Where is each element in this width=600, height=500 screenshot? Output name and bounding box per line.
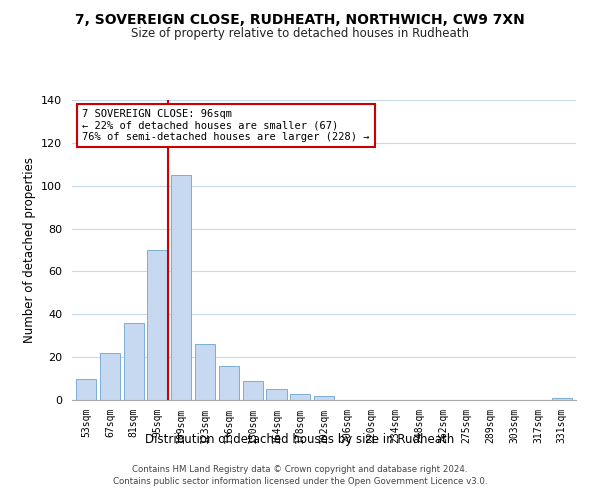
Bar bbox=[219, 366, 239, 400]
Text: Distribution of detached houses by size in Rudheath: Distribution of detached houses by size … bbox=[145, 432, 455, 446]
Bar bbox=[76, 378, 97, 400]
Bar bbox=[100, 353, 120, 400]
Bar bbox=[242, 380, 263, 400]
Bar bbox=[266, 390, 287, 400]
Bar bbox=[148, 250, 167, 400]
Bar bbox=[290, 394, 310, 400]
Bar bbox=[314, 396, 334, 400]
Bar bbox=[551, 398, 572, 400]
Bar bbox=[171, 175, 191, 400]
Text: 7, SOVEREIGN CLOSE, RUDHEATH, NORTHWICH, CW9 7XN: 7, SOVEREIGN CLOSE, RUDHEATH, NORTHWICH,… bbox=[75, 12, 525, 26]
Text: Size of property relative to detached houses in Rudheath: Size of property relative to detached ho… bbox=[131, 28, 469, 40]
Bar bbox=[124, 323, 144, 400]
Bar bbox=[195, 344, 215, 400]
Text: 7 SOVEREIGN CLOSE: 96sqm
← 22% of detached houses are smaller (67)
76% of semi-d: 7 SOVEREIGN CLOSE: 96sqm ← 22% of detach… bbox=[82, 109, 370, 142]
Y-axis label: Number of detached properties: Number of detached properties bbox=[23, 157, 35, 343]
Text: Contains public sector information licensed under the Open Government Licence v3: Contains public sector information licen… bbox=[113, 478, 487, 486]
Text: Contains HM Land Registry data © Crown copyright and database right 2024.: Contains HM Land Registry data © Crown c… bbox=[132, 465, 468, 474]
